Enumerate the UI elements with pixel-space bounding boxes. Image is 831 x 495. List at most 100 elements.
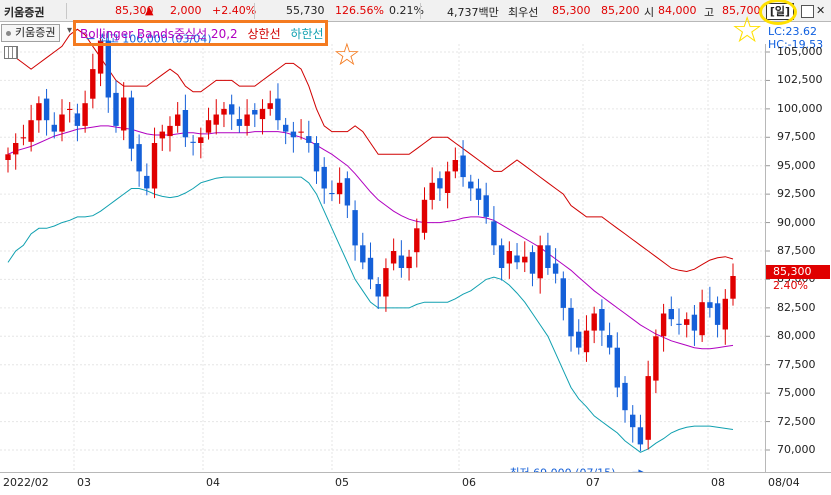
candle-body (298, 131, 304, 133)
change-percent: +2.40% (212, 4, 257, 17)
y-tick-label: 105,000 (777, 45, 823, 58)
x-tick-label: 08 (711, 476, 725, 489)
candle-body (229, 104, 235, 115)
candle-body (668, 309, 674, 320)
star-icon: ☆ (333, 37, 361, 73)
tab-dropdown-icon[interactable]: ▾ (67, 25, 73, 36)
candle-body (730, 276, 736, 299)
candle-body (444, 171, 451, 193)
candle-body (113, 92, 119, 126)
price-change: 2,000 (170, 4, 202, 17)
x-tick-label: 06 (462, 476, 476, 489)
candle-body (722, 298, 728, 330)
candle-body (676, 323, 682, 325)
candle-body (560, 278, 566, 308)
up-arrow-icon: ▲ (145, 4, 154, 17)
x-tick-label: 05 (335, 476, 349, 489)
stock-name[interactable]: 키움증권 (4, 6, 45, 19)
lc-readout: LC:23.62 (768, 25, 818, 38)
candle-body (221, 108, 227, 115)
candle-body (344, 178, 351, 206)
y-tick-label: 75,000 (777, 386, 816, 400)
candle-body (375, 284, 381, 297)
candle-body (5, 154, 11, 160)
candle-body (383, 268, 389, 297)
candle-body (475, 188, 482, 200)
candle-body (13, 143, 19, 155)
x-tick-label: 07 (586, 476, 600, 489)
candle-body (28, 120, 34, 142)
candle-body (159, 131, 165, 139)
date-axis (0, 472, 831, 495)
candle-body (67, 108, 73, 110)
y-tick-label: 72,500 (777, 414, 816, 428)
y-tick-label: 77,500 (777, 357, 816, 371)
candle-body (244, 114, 250, 126)
x-tick-label: 04 (206, 476, 220, 489)
x-tick-label: 08/04 (768, 476, 800, 489)
candle-body (290, 131, 297, 138)
candle-body (213, 114, 219, 125)
quote-bar: 키움증권 85,300 ▲ 2,000 +2.40% 55,730 126.56… (0, 0, 831, 22)
candle-body (630, 414, 636, 428)
best-ask: 85,300 (552, 4, 591, 17)
indicator-name: Bollinger Bands (80, 27, 174, 41)
candle-body (452, 160, 458, 172)
y-tick-label: 100,000 (777, 101, 823, 115)
high-annotation: 최고 106,000 (03/04) (99, 33, 212, 46)
candle-body (367, 257, 374, 280)
candle-body (167, 125, 173, 137)
best-bid: 85,200 (601, 4, 640, 17)
maximize-icon[interactable] (801, 5, 814, 18)
separator (254, 3, 255, 19)
candle-body (198, 137, 204, 143)
candle-body (707, 302, 713, 308)
candle-body (306, 136, 312, 143)
best-quote-label: 최우선 (508, 6, 539, 19)
candle-body (43, 98, 50, 121)
stock-tab[interactable]: 키움증권 (1, 24, 61, 42)
candle-body (36, 103, 42, 121)
candle-body (414, 228, 420, 253)
stock-tab-label: 키움증권 (15, 26, 56, 39)
candle-body (552, 263, 559, 274)
legend-highlight-box (73, 20, 328, 46)
candle-body (329, 193, 335, 195)
y-tick-label: 70,000 (777, 443, 816, 456)
y-tick-label: 80,000 (777, 329, 816, 343)
hc-readout: HC:-19.53 (768, 38, 824, 51)
candle-body (583, 330, 590, 353)
candle-body (259, 108, 266, 120)
y-tick-label: 92,500 (777, 187, 816, 201)
open-label: 시 (644, 6, 655, 19)
candle-body (606, 335, 613, 348)
candle-body (252, 110, 258, 115)
candle-body (529, 252, 536, 274)
table-view-icon[interactable] (4, 46, 18, 59)
volume-ratio: 126.56% (335, 4, 384, 17)
last-change-tag: 2.40% (773, 279, 808, 292)
candle-body (82, 103, 88, 126)
candle-body (483, 195, 489, 217)
candle-body (90, 69, 96, 99)
y-tick-label: 82,500 (777, 300, 816, 314)
price-axis (765, 44, 831, 472)
candle-body (283, 124, 289, 132)
candle-body (267, 103, 273, 109)
candle-body (684, 319, 690, 325)
candle-body (105, 40, 111, 98)
candle-body (144, 175, 150, 189)
candle-body (51, 124, 57, 132)
middle-band-label: 중심선 20,2 (174, 27, 238, 41)
candle-body (506, 251, 512, 264)
close-icon[interactable]: ✕ (816, 4, 826, 17)
open-price: 84,000 (658, 4, 697, 17)
indicator-legend[interactable]: Bollinger Bands중심선 20,2 상한선 하한선 (80, 25, 324, 42)
candle-body (360, 245, 366, 263)
star-icon: ☆ (731, 10, 764, 51)
candle-body (660, 313, 667, 337)
candle-body (460, 155, 466, 178)
candle-body (313, 143, 320, 172)
candle-body (236, 119, 243, 126)
